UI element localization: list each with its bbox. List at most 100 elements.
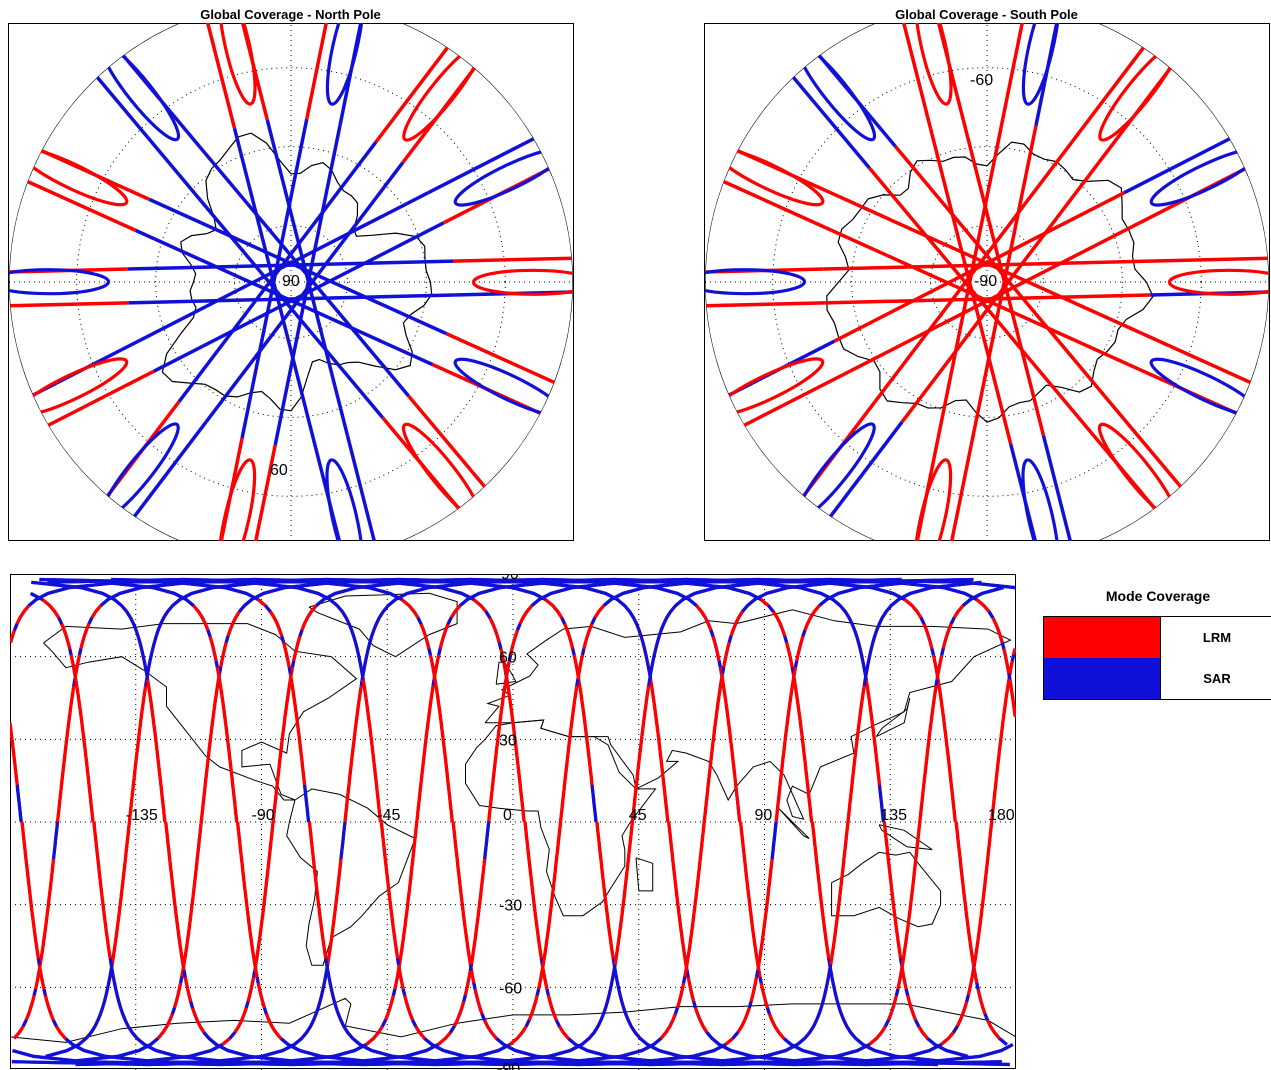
sar-track-segment — [571, 648, 576, 656]
sar-track-segment — [238, 577, 698, 613]
continent-outline — [635, 857, 654, 892]
sar-track-segment — [483, 821, 491, 860]
continent-outline — [778, 807, 810, 839]
track-segment — [453, 256, 573, 263]
latitude-ring — [851, 146, 1123, 418]
sar-track-segment — [590, 784, 598, 823]
sar-track-segment — [15, 784, 23, 823]
sar-track-segment — [793, 660, 799, 668]
lrm-track-segment — [180, 673, 222, 978]
lrm-track-segment — [41, 598, 61, 619]
lon-tick-label: 0 — [503, 807, 512, 824]
sar-track-segment — [32, 988, 38, 996]
track-loop — [217, 23, 257, 106]
lrm-track-segment — [1008, 679, 1016, 717]
lrm-track-segment — [736, 1007, 751, 1034]
sar-track-segment — [926, 1037, 969, 1058]
track-segment — [305, 23, 335, 120]
sar-track-segment — [47, 577, 403, 601]
sar-track-segment — [721, 666, 726, 674]
sar-track-segment — [280, 635, 286, 643]
lrm-track-segment — [508, 1025, 528, 1046]
north-pole-title: Global Coverage - North Pole — [200, 7, 381, 22]
sar-track-segment — [894, 988, 900, 996]
lrm-track-segment — [966, 970, 975, 996]
sar-track-segment — [535, 988, 541, 996]
lrm-track-segment — [1002, 648, 1011, 674]
lrm-track-segment — [939, 1031, 955, 1046]
sar-track-segment — [391, 988, 397, 996]
lrm-track-segment — [975, 598, 991, 613]
sar-track-segment — [29, 591, 44, 601]
sar-track-segment — [747, 1001, 753, 1009]
track-segment — [1149, 256, 1269, 263]
lrm-track-segment — [438, 623, 450, 649]
lrm-track-segment — [649, 679, 670, 823]
lrm-track-segment — [10, 629, 17, 643]
lat-tick-label: -60 — [499, 980, 522, 997]
sar-track-segment — [647, 577, 902, 686]
lrm-track-segment — [288, 673, 307, 785]
south-pole-lat-label: -60 — [970, 72, 993, 89]
lrm-track-segment — [256, 598, 267, 607]
sar-track-segment — [767, 604, 775, 613]
lrm-track-segment — [60, 623, 72, 649]
lrm-track-segment — [343, 685, 363, 823]
lrm-track-segment — [868, 1025, 887, 1046]
lrm-track-segment — [192, 604, 210, 631]
lrm-track-segment — [693, 1007, 709, 1034]
lrm-track-segment — [613, 685, 651, 965]
sar-track-segment — [801, 629, 807, 637]
track-segment — [1001, 23, 1031, 120]
lon-tick-label: -135 — [126, 807, 158, 824]
lrm-track-segment — [576, 654, 585, 680]
sar-track-segment — [228, 1031, 237, 1040]
lrm-track-segment — [428, 654, 454, 823]
sar-track-segment — [315, 577, 762, 607]
lrm-track-segment — [952, 604, 965, 619]
lrm-track-segment — [722, 642, 731, 668]
sar-track-segment — [51, 821, 60, 860]
lrm-track-segment — [300, 604, 318, 631]
lrm-track-segment — [400, 598, 420, 619]
lrm-track-segment — [537, 685, 579, 990]
track-segment — [13, 173, 137, 232]
lrm-track-segment — [544, 598, 564, 619]
sar-track-segment — [459, 577, 906, 607]
lrm-track-segment — [215, 666, 239, 823]
lrm-track-segment — [546, 995, 558, 1021]
sar-track-segment — [709, 629, 715, 637]
lrm-track-segment — [208, 635, 218, 662]
lrm-track-segment — [527, 995, 539, 1021]
sar-track-segment — [765, 1007, 771, 1015]
lrm-track-segment — [282, 642, 291, 668]
lrm-track-segment — [667, 821, 689, 971]
sar-track-segment — [298, 629, 304, 637]
track-segment — [895, 23, 933, 129]
sar-track-segment — [770, 821, 778, 860]
lrm-track-segment — [810, 821, 831, 959]
track-segment — [124, 420, 208, 530]
sar-track-segment — [480, 1013, 486, 1021]
sar-track-segment — [560, 617, 567, 625]
sar-track-segment — [290, 660, 296, 668]
lrm-track-segment — [718, 666, 742, 823]
sar-track-segment — [179, 976, 184, 984]
lrm-track-segment — [756, 859, 774, 971]
lrm-track-segment — [887, 995, 898, 1021]
world-map-bottom-label: -90 — [497, 1061, 520, 1070]
sar-track-segment — [111, 577, 365, 680]
sar-track-segment — [224, 635, 230, 643]
lrm-track-segment — [882, 821, 903, 959]
track-segment — [345, 435, 383, 541]
sar-track-segment — [1007, 673, 1012, 680]
lrm-track-segment — [675, 982, 686, 1009]
latitude-ring — [155, 146, 427, 418]
lrm-track-segment — [1012, 648, 1016, 656]
sar-track-segment — [67, 1037, 159, 1064]
lon-tick-label: -90 — [252, 807, 275, 824]
sar-track-segment — [103, 580, 195, 607]
sar-track-segment — [934, 679, 939, 686]
sar-track-segment — [279, 1037, 727, 1067]
lrm-track-segment — [219, 642, 228, 668]
